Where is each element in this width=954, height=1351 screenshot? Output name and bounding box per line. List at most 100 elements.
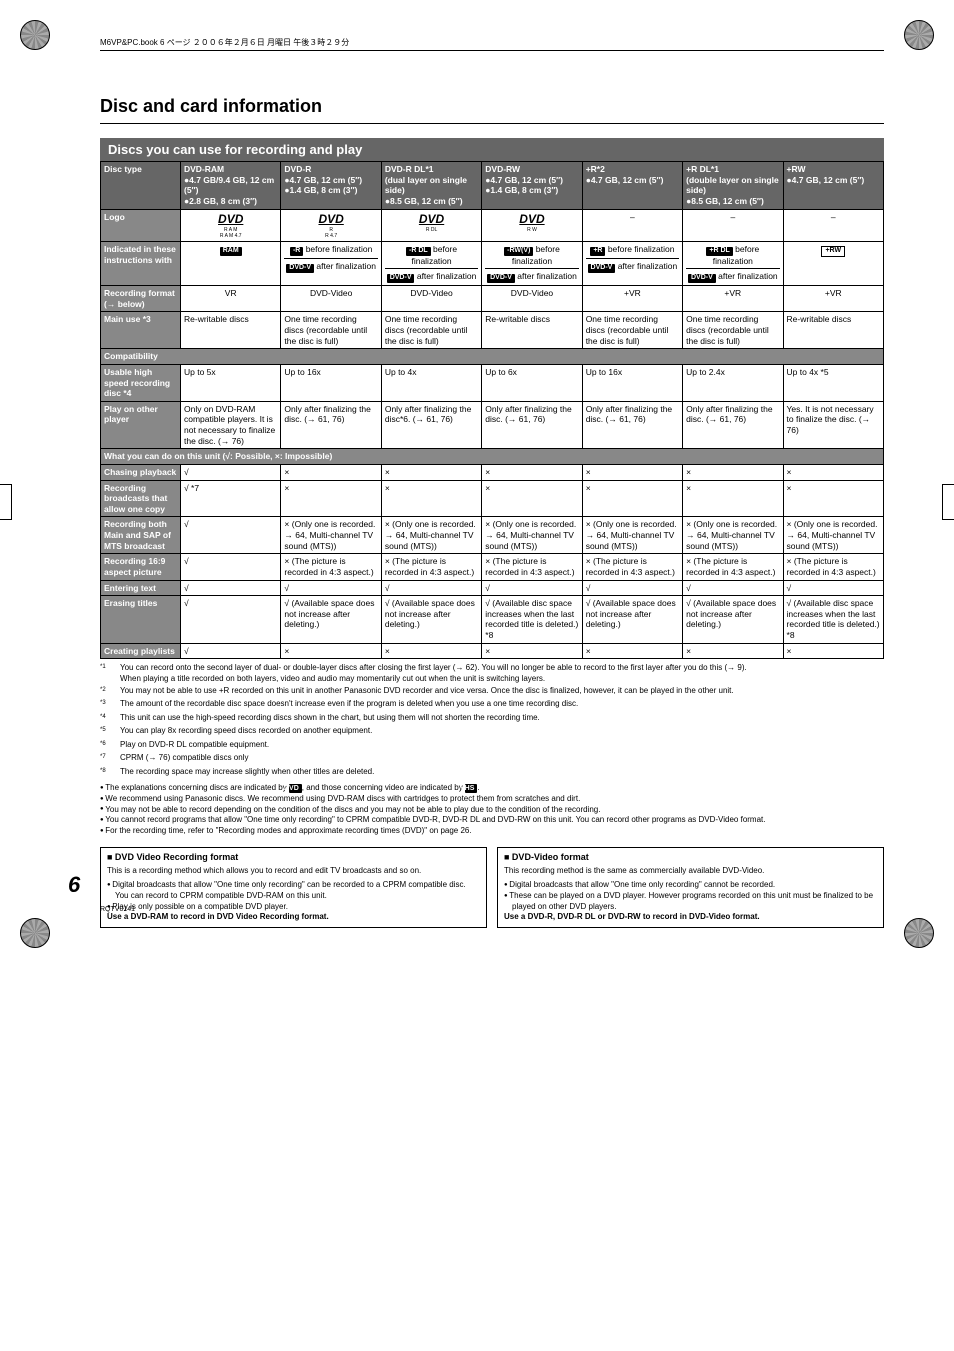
table-cell: – [783,209,883,242]
table-cell: Re-writable discs [783,312,883,349]
table-cell: Up to 6x [482,364,582,401]
table-cell: √ (Available space does not increase aft… [381,596,481,644]
table-cell: × (The picture is recorded in 4:3 aspect… [281,554,381,580]
table-cell: × [281,480,381,517]
table-cell: × [783,643,883,659]
table-cell: DVDRR 4.7 [281,209,381,242]
table-cell: × [683,464,783,480]
table-cell: √ (Available disc space increases when t… [482,596,582,644]
table-cell: × [683,480,783,517]
table-cell: × [783,480,883,517]
table-cell: × [381,480,481,517]
table-cell: Only after finalizing the disc. (→ 61, 7… [281,401,381,449]
table-cell: × (Only one is recorded. → 64, Multi-cha… [783,517,883,554]
table-cell: √ [181,554,281,580]
table-cell: × (The picture is recorded in 4:3 aspect… [582,554,682,580]
table-cell: DVD-RW●4.7 GB, 12 cm (5″)●1.4 GB, 8 cm (… [482,162,582,210]
table-cell: √ [181,643,281,659]
crop-mark [20,918,50,948]
table-cell: +RW [783,242,883,286]
table-cell: -RW(V) before finalizationDVD-V after fi… [482,242,582,286]
bullet-item: You may not be able to record depending … [100,805,884,816]
section-title: Discs you can use for recording and play [100,138,884,161]
table-cell: × [281,464,381,480]
table-cell: × [482,480,582,517]
table-cell: × (The picture is recorded in 4:3 aspect… [381,554,481,580]
box-title: ■ DVD-Video format [504,852,877,864]
table-cell: Only after finalizing the disc*6. (→ 61,… [381,401,481,449]
table-cell: √ [181,596,281,644]
table-cell: DVDR DL [381,209,481,242]
table-cell: Re-writable discs [181,312,281,349]
table-cell: × [381,464,481,480]
box-bullet: Digital broadcasts that allow "One time … [107,880,480,902]
table-cell: √ [783,580,883,596]
table-cell: × (The picture is recorded in 4:3 aspect… [783,554,883,580]
side-mark [942,484,954,520]
table-cell: × [482,643,582,659]
table-cell: × [582,643,682,659]
table-cell: √ (Available space does not increase aft… [582,596,682,644]
table-cell: VR [181,286,281,312]
table-cell: × [683,643,783,659]
side-mark [0,484,12,520]
table-cell: × (The picture is recorded in 4:3 aspect… [683,554,783,580]
table-cell: Up to 16x [281,364,381,401]
table-cell: – [683,209,783,242]
table-cell: +VR [582,286,682,312]
table-cell: √ (Available space does not increase aft… [683,596,783,644]
table-cell: One time recording discs (recordable unt… [582,312,682,349]
box-body: This is a recording method which allows … [107,866,480,876]
page-number: 6 [68,872,80,898]
table-cell: One time recording discs (recordable unt… [381,312,481,349]
table-cell: One time recording discs (recordable unt… [683,312,783,349]
table-cell: RAM [181,242,281,286]
table-cell: × [381,643,481,659]
table-cell: Only after finalizing the disc. (→ 61, 7… [683,401,783,449]
box-bullet: These can be played on a DVD player. How… [504,891,877,913]
table-cell: +RW●4.7 GB, 12 cm (5″) [783,162,883,210]
table-cell: +VR [783,286,883,312]
table-cell: DVD-Video [281,286,381,312]
table-cell: DVD-RAM●4.7 GB/9.4 GB, 12 cm (5″)●2.8 GB… [181,162,281,210]
table-cell: Up to 2.4x [683,364,783,401]
table-cell: Up to 4x [381,364,481,401]
box-bullet: Digital broadcasts that allow "One time … [504,880,877,891]
table-cell: Only on DVD-RAM compatible players. It i… [181,401,281,449]
crop-mark [904,20,934,50]
disc-table: Disc typeDVD-RAM●4.7 GB/9.4 GB, 12 cm (5… [100,161,884,659]
table-cell: × [482,464,582,480]
table-cell: √ [381,580,481,596]
footnotes: *1You can record onto the second layer o… [100,663,884,779]
table-cell: +R DL before finalizationDVD-V after fin… [683,242,783,286]
page-title: Disc and card information [100,96,884,124]
table-cell: √ [683,580,783,596]
table-cell: -R before finalizationDVD-V after finali… [281,242,381,286]
crop-mark [20,20,50,50]
box-bold: Use a DVD-R, DVD-R DL or DVD-RW to recor… [504,912,760,921]
table-cell: Up to 4x *5 [783,364,883,401]
table-cell: Yes. It is not necessary to finalize the… [783,401,883,449]
table-cell: Re-writable discs [482,312,582,349]
table-cell: Only after finalizing the disc. (→ 61, 7… [482,401,582,449]
page-code: RQTV0141 [100,906,135,913]
table-cell: DVD-R●4.7 GB, 12 cm (5″)●1.4 GB, 8 cm (3… [281,162,381,210]
table-cell: √ [181,517,281,554]
table-cell: √ (Available disc space increases when t… [783,596,883,644]
table-cell: × (Only one is recorded. → 64, Multi-cha… [482,517,582,554]
table-cell: +VR [683,286,783,312]
box-title: ■ DVD Video Recording format [107,852,480,864]
file-meta-line: M6VP&PC.book 6 ページ ２００６年２月６日 月曜日 午後３時２９分 [100,35,884,51]
bullet-item: You cannot record programs that allow "O… [100,815,884,826]
table-cell: DVDR A MR A M 4.7 [181,209,281,242]
table-cell: √ [181,580,281,596]
table-cell: DVDR W [482,209,582,242]
table-cell: DVD-R DL*1(dual layer on single side)●8.… [381,162,481,210]
dvr-format-box: ■ DVD Video Recording format This is a r… [100,847,487,928]
box-body: This recording method is the same as com… [504,866,877,876]
table-cell: × (Only one is recorded. → 64, Multi-cha… [683,517,783,554]
bullet-item: For the recording time, refer to "Record… [100,826,884,837]
table-cell: √ [181,464,281,480]
table-cell: × [582,480,682,517]
bullet-item: We recommend using Panasonic discs. We r… [100,794,884,805]
